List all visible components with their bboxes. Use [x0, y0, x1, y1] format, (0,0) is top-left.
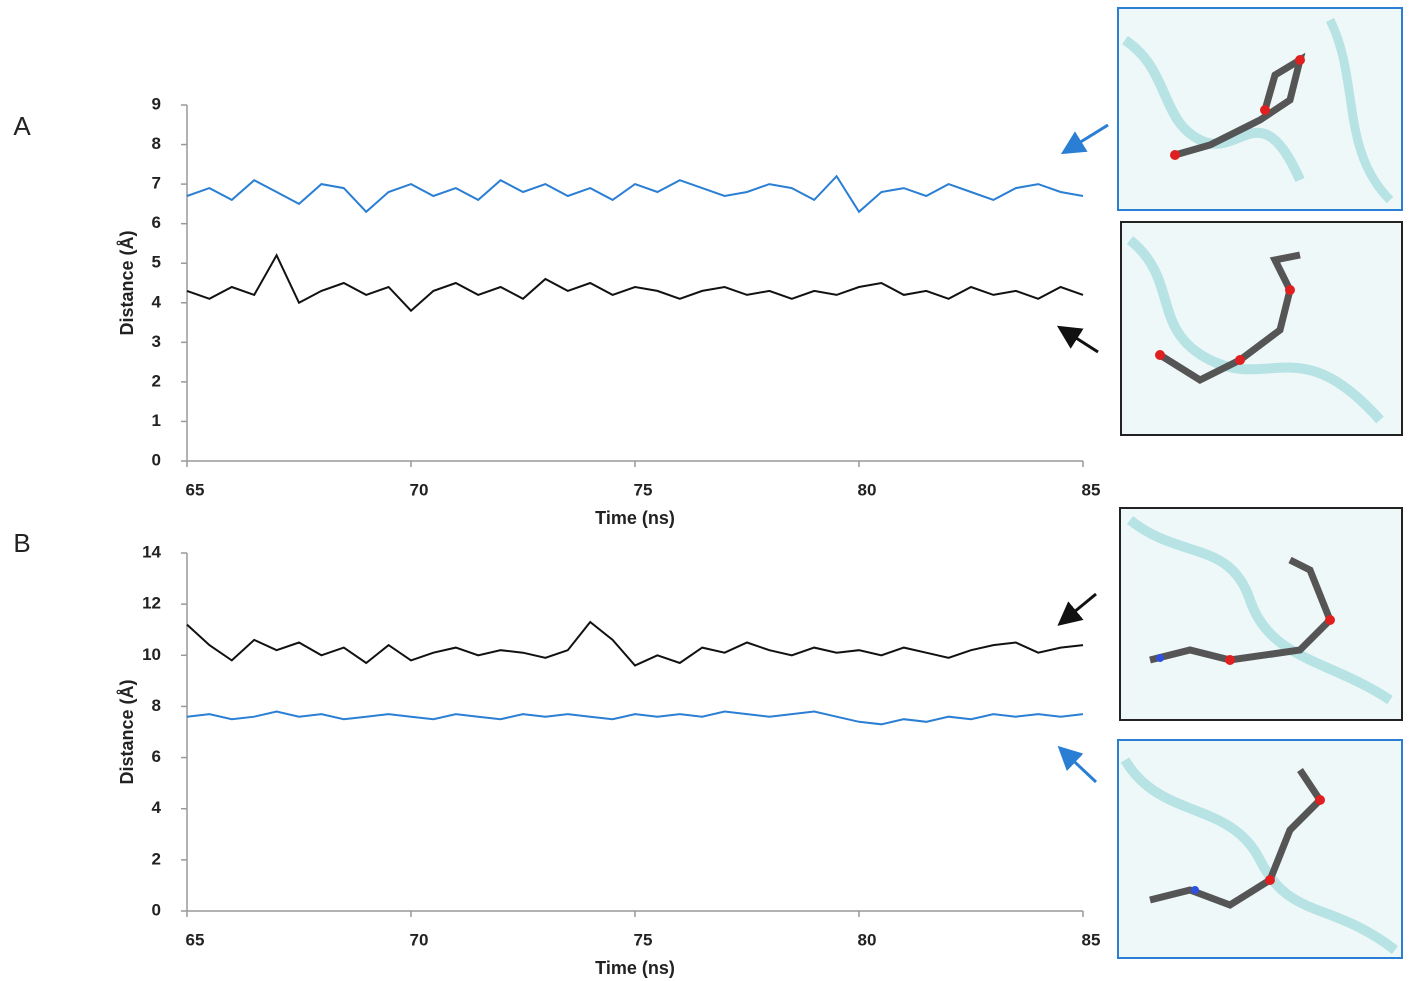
y-tick-label: 2 [152, 849, 161, 868]
structure-image [1120, 508, 1402, 720]
series-line [187, 622, 1083, 666]
x-tick-label: 75 [634, 930, 653, 949]
series-line [187, 255, 1083, 310]
x-tick-label: 75 [634, 480, 653, 499]
series-line [187, 176, 1083, 212]
y-tick-label: 12 [142, 594, 161, 613]
y-tick-label: 2 [152, 371, 161, 390]
structure-image [1118, 8, 1402, 210]
x-axis-label: Time (ns) [595, 958, 675, 978]
y-tick-label: 8 [152, 134, 161, 153]
x-tick-label: 65 [186, 930, 205, 949]
series-line [187, 712, 1083, 725]
y-tick-label: 5 [152, 253, 161, 272]
x-axis-label: Time (ns) [595, 508, 675, 528]
structure-images [1118, 8, 1402, 958]
y-tick-label: 4 [152, 292, 162, 311]
structure-image [1121, 222, 1402, 435]
panel-label: A [13, 111, 31, 141]
x-tick-label: 80 [858, 480, 877, 499]
y-tick-label: 4 [152, 798, 162, 817]
y-axis-label: Distance (Å) [117, 230, 137, 335]
x-tick-label: 70 [410, 930, 429, 949]
structure-image [1118, 740, 1402, 958]
x-tick-label: 65 [186, 480, 205, 499]
arrows [1062, 125, 1108, 782]
y-tick-label: 14 [142, 542, 161, 561]
x-tick-label: 85 [1082, 930, 1101, 949]
x-tick-label: 70 [410, 480, 429, 499]
y-tick-label: 6 [152, 213, 161, 232]
y-tick-label: 0 [152, 450, 161, 469]
y-tick-label: 8 [152, 696, 161, 715]
y-tick-label: 7 [152, 174, 161, 193]
figure: A01234567896570758085Time (ns)Distance (… [0, 0, 1411, 981]
x-tick-label: 85 [1082, 480, 1101, 499]
y-tick-label: 9 [152, 94, 161, 113]
panel-label: B [13, 528, 30, 558]
x-tick-label: 80 [858, 930, 877, 949]
y-tick-label: 10 [142, 645, 161, 664]
y-axis-label: Distance (Å) [117, 679, 137, 784]
y-tick-label: 1 [152, 411, 161, 430]
y-tick-label: 0 [152, 900, 161, 919]
y-tick-label: 3 [152, 332, 161, 351]
y-tick-label: 6 [152, 747, 161, 766]
